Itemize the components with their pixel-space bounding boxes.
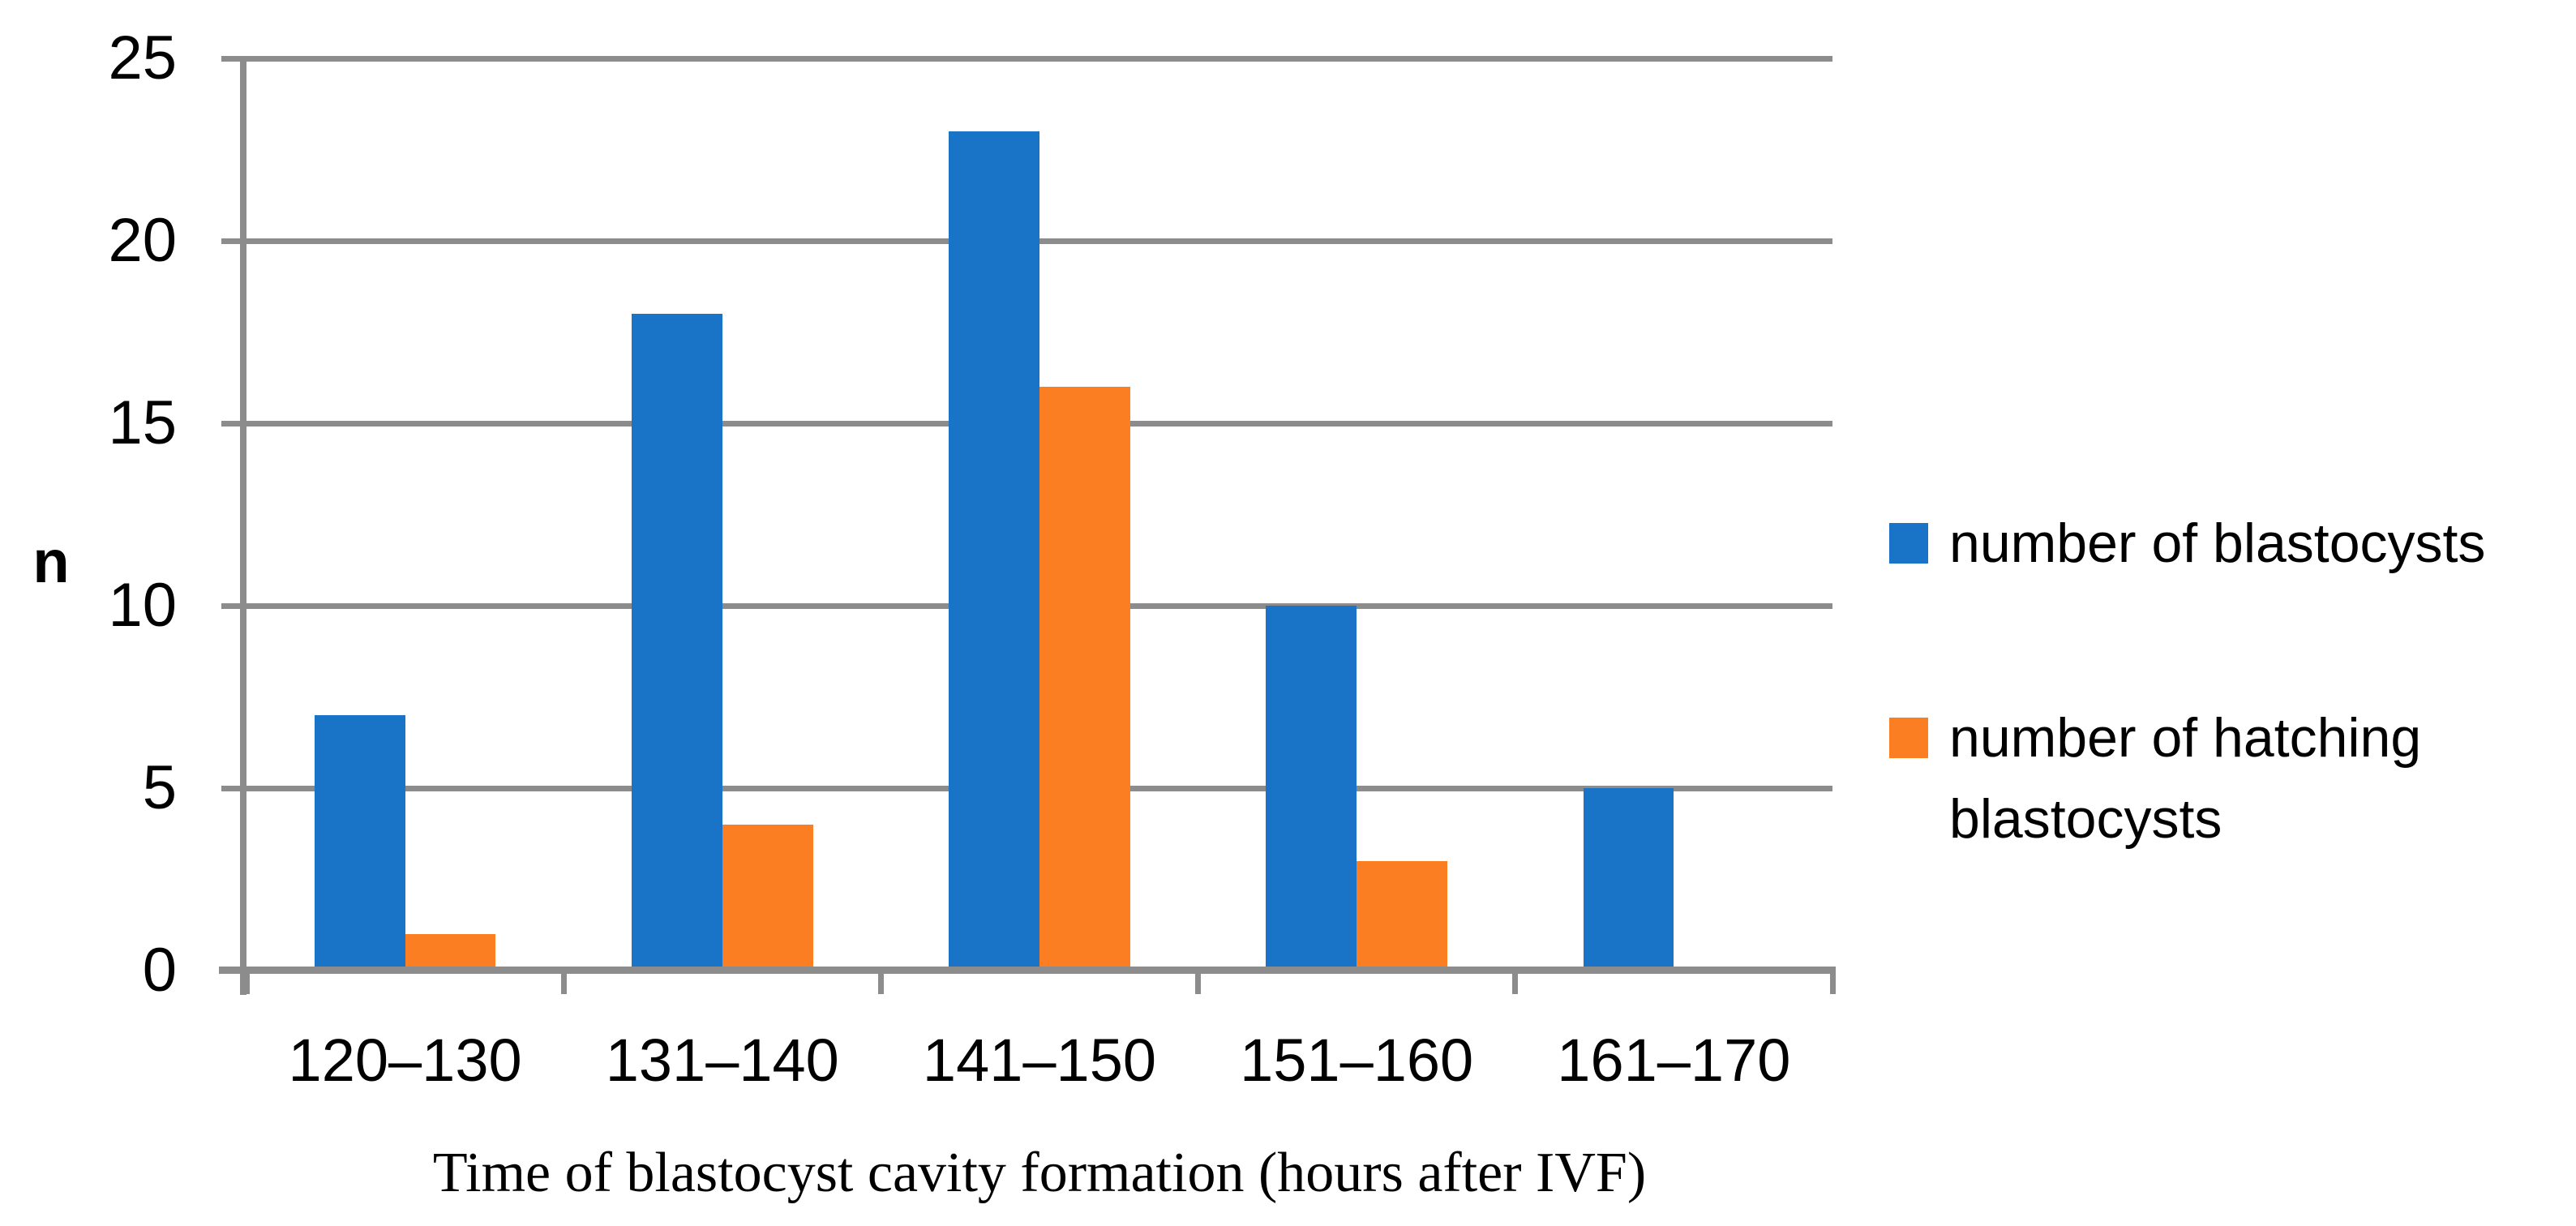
- y-tick-label-25: 25: [108, 24, 177, 92]
- x-axis-tick-5: [1829, 967, 1836, 994]
- x-axis-tick-3: [1195, 967, 1202, 994]
- x-tick-label-131-140: 131–140: [605, 1027, 839, 1094]
- x-axis-tick-1: [560, 967, 567, 994]
- gridline-25: [221, 56, 1832, 62]
- x-tick-label-row: 120–130 131–140 141–150 151–160 161–170: [246, 1028, 1832, 1093]
- bar-number-of-hatching-blastocysts-120-130: [405, 934, 496, 971]
- bar-number-of-blastocysts-120-130: [314, 715, 405, 971]
- bar-number-of-blastocysts-151-160: [1266, 606, 1357, 971]
- y-axis-title: n: [32, 528, 70, 595]
- legend-label-number-of-blastocysts: number of blastocysts: [1949, 512, 2486, 574]
- x-axis-tick-4: [1512, 967, 1519, 994]
- legend-item-number-of-blastocysts: number of blastocysts: [1889, 503, 2574, 584]
- y-tick-label-15: 15: [108, 388, 177, 457]
- x-axis-tick-2: [877, 967, 884, 994]
- x-tick-label-151-160: 151–160: [1240, 1027, 1474, 1094]
- x-axis-tick-0: [243, 967, 250, 994]
- bar-number-of-hatching-blastocysts-131-140: [722, 825, 813, 971]
- y-tick-label-10: 10: [108, 571, 177, 640]
- bar-number-of-blastocysts-131-140: [632, 314, 722, 971]
- bar-number-of-hatching-blastocysts-141-150: [1039, 387, 1130, 971]
- x-axis-line: [219, 967, 1836, 974]
- bar-number-of-blastocysts-141-150: [949, 131, 1039, 971]
- legend-label-number-of-hatching-blastocysts: number of hatching blastocysts: [1949, 707, 2422, 850]
- y-axis-line: [240, 56, 246, 995]
- legend-swatch-number-of-blastocysts: [1889, 523, 1928, 564]
- x-tick-label-120-130: 120–130: [288, 1027, 522, 1094]
- x-axis-title: Time of blastocyst cavity formation (hou…: [432, 1142, 1647, 1204]
- y-tick-label-20: 20: [108, 206, 177, 275]
- legend-item-number-of-hatching-blastocysts: number of hatching blastocysts: [1889, 697, 2574, 859]
- y-tick-label-0: 0: [142, 936, 177, 1005]
- legend: number of blastocysts number of hatching …: [1889, 503, 2574, 859]
- x-tick-label-161-170: 161–170: [1557, 1027, 1791, 1094]
- bar-number-of-hatching-blastocysts-151-160: [1357, 861, 1447, 971]
- bar-number-of-blastocysts-161-170: [1583, 788, 1674, 971]
- legend-swatch-number-of-hatching-blastocysts: [1889, 718, 1928, 758]
- y-tick-label-5: 5: [142, 753, 177, 822]
- x-tick-label-141-150: 141–150: [922, 1027, 1157, 1094]
